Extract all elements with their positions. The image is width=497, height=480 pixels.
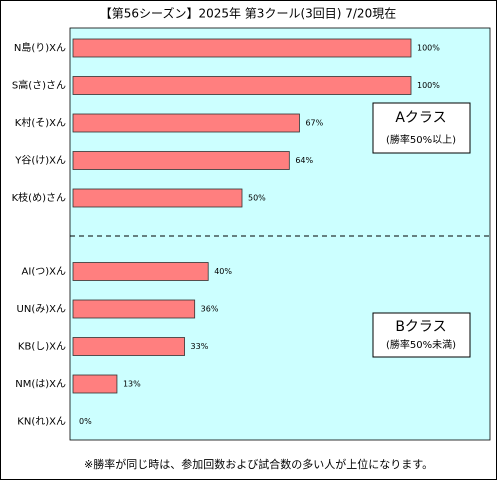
bar — [72, 113, 300, 133]
category-label: Y谷(け)Xん — [14, 155, 66, 167]
bar — [72, 188, 243, 208]
category-label: KB(し)Xん — [18, 341, 66, 353]
category-label: S高(さ)さん — [12, 79, 66, 92]
bar — [72, 374, 118, 394]
value-label: 36% — [201, 305, 219, 314]
class-note: (勝率50%未満) — [386, 338, 456, 351]
value-label: 64% — [295, 156, 313, 165]
category-label: AI(つ)Xん — [22, 266, 66, 278]
bar — [72, 76, 412, 95]
class-box — [372, 102, 471, 154]
class-label: Aクラス — [395, 110, 446, 126]
class-label: Bクラス — [395, 319, 446, 335]
value-label: 100% — [417, 81, 440, 90]
category-label: UN(み)Xん — [17, 303, 66, 315]
value-label: 50% — [248, 194, 266, 203]
footnote: ※勝率が同じ時は、参加回数および試合数の多い人が上位になります。 — [84, 457, 433, 471]
chart-title: 【第56シーズン】2025年 第3クール(3回目) 7/20現在 — [100, 6, 396, 21]
category-label: NM(は)Xん — [15, 378, 66, 390]
plot-area — [69, 27, 491, 441]
category-label: K枝(め)さん — [12, 191, 66, 204]
bar — [72, 151, 290, 170]
class-box — [372, 312, 471, 358]
value-label: 67% — [305, 119, 323, 128]
bar — [72, 337, 185, 356]
value-label: 100% — [417, 44, 440, 53]
value-label: 40% — [214, 267, 232, 276]
bar — [72, 38, 412, 58]
bar — [72, 262, 209, 281]
value-label: 0% — [79, 417, 92, 426]
category-label: KN(れ)Xん — [17, 416, 66, 428]
value-label: 13% — [123, 380, 141, 389]
bar — [72, 299, 196, 319]
value-label: 33% — [191, 342, 209, 351]
category-label: K村(そ)Xん — [15, 116, 66, 129]
category-label: N島(り)Xん — [14, 41, 66, 54]
class-note: (勝率50%以上) — [386, 133, 456, 146]
